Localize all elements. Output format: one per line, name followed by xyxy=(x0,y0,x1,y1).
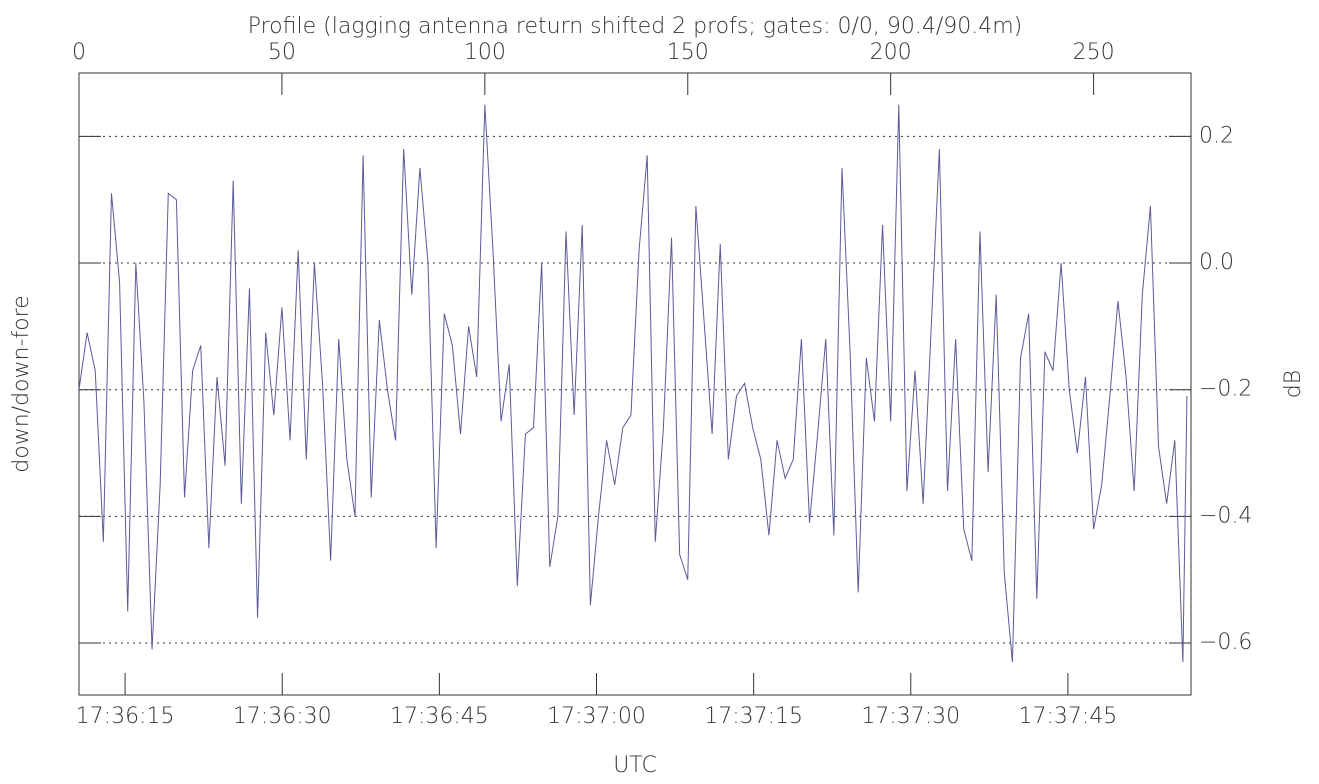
x-tick-label: 100 xyxy=(464,40,506,65)
x2-tick-label: 17:36:45 xyxy=(390,704,489,729)
y2-tick-label: 0.2 xyxy=(1199,123,1234,148)
chart-title: Profile (lagging antenna return shifted … xyxy=(248,14,1023,39)
x2-axis-label: UTC xyxy=(613,753,657,778)
x-tick-label: 250 xyxy=(1073,40,1115,65)
plot-frame xyxy=(78,72,1192,696)
x2-tick-label: 17:37:30 xyxy=(861,704,960,729)
x-tick-label: 150 xyxy=(667,40,709,65)
x2-tick-label: 17:37:00 xyxy=(547,704,646,729)
y2-tick-label: 0.0 xyxy=(1199,250,1234,275)
x2-tick-label: 17:36:15 xyxy=(76,704,175,729)
x-tick-label: 200 xyxy=(870,40,912,65)
x-tick-label: 0 xyxy=(72,40,86,65)
y2-tick-label: −0.6 xyxy=(1199,630,1252,655)
y2-axis-label: dB xyxy=(1281,370,1306,398)
x2-tick-label: 17:37:45 xyxy=(1019,704,1118,729)
y2-tick-label: −0.4 xyxy=(1199,503,1252,528)
x2-tick-label: 17:36:30 xyxy=(233,704,332,729)
x2-tick-label: 17:37:15 xyxy=(704,704,803,729)
y2-tick-label: −0.2 xyxy=(1199,377,1252,402)
data-line xyxy=(78,104,1188,663)
x-tick-label: 50 xyxy=(268,40,296,65)
y-axis-label: down/down-fore xyxy=(9,295,34,472)
